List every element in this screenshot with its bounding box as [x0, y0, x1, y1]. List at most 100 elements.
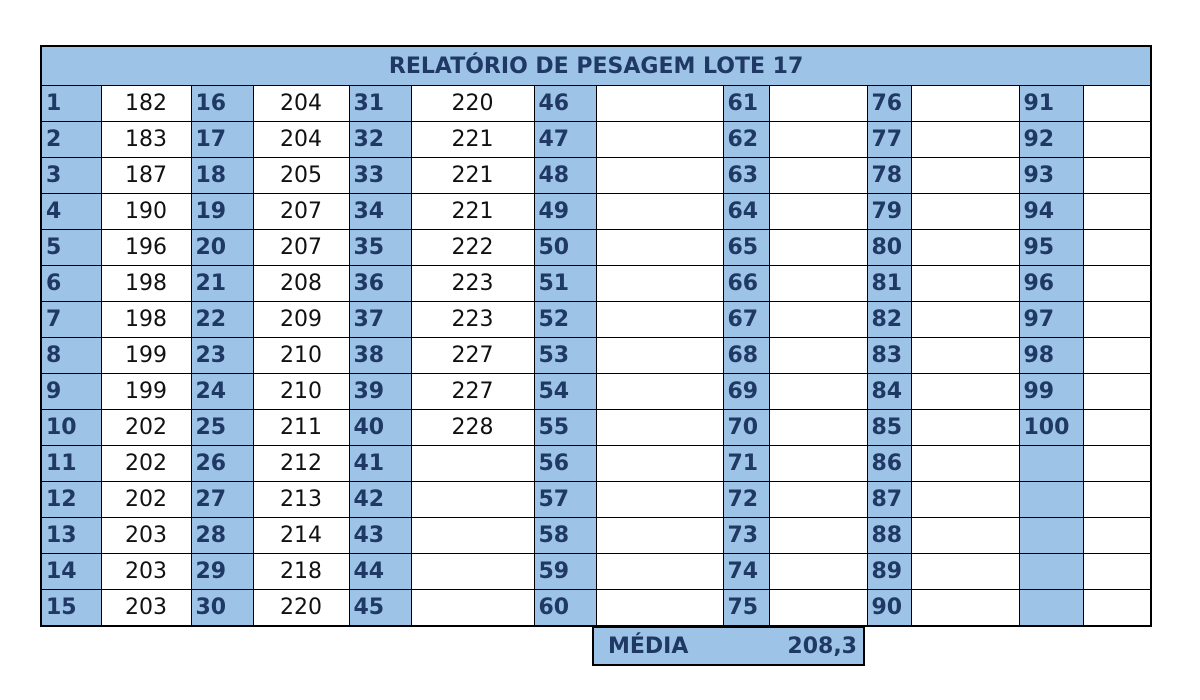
empty-cell [410, 481, 535, 518]
table-row: 4 190 19 207 34 221 49 64 79 94 [40, 193, 1152, 230]
animal-number: 61 [722, 85, 770, 122]
empty-cell [768, 409, 868, 446]
animal-number: 45 [348, 589, 412, 627]
empty-cell [595, 121, 724, 158]
empty-cell [910, 589, 1020, 627]
weight: 198 [100, 301, 192, 338]
weight: 213 [252, 481, 350, 518]
animal-number: 12 [40, 481, 102, 518]
empty-cell [595, 409, 724, 446]
weight: 227 [410, 337, 535, 374]
animal-number: 32 [348, 121, 412, 158]
empty-cell [595, 229, 724, 266]
animal-number: 27 [190, 481, 254, 518]
animal-number: 29 [190, 553, 254, 590]
animal-number: 6 [40, 265, 102, 302]
animal-number: 13 [40, 517, 102, 554]
empty-cell [1082, 229, 1152, 266]
empty-cell [410, 589, 535, 627]
weight: 210 [252, 337, 350, 374]
table-row: 6 198 21 208 36 223 51 66 81 96 [40, 265, 1152, 302]
animal-number: 90 [866, 589, 912, 627]
animal-number: 94 [1018, 193, 1084, 230]
animal-number: 1 [40, 85, 102, 122]
animal-number: 57 [533, 481, 597, 518]
animal-number: 91 [1018, 85, 1084, 122]
empty-cell [410, 445, 535, 482]
empty-cell [910, 445, 1020, 482]
empty-cell [910, 373, 1020, 410]
empty-cell [1018, 481, 1084, 518]
table-row: 15 203 30 220 45 60 75 90 [40, 589, 1152, 627]
weight: 223 [410, 265, 535, 302]
empty-cell [768, 265, 868, 302]
table-row: 14 203 29 218 44 59 74 89 [40, 553, 1152, 590]
animal-number: 14 [40, 553, 102, 590]
empty-cell [595, 193, 724, 230]
animal-number: 87 [866, 481, 912, 518]
animal-number: 72 [722, 481, 770, 518]
empty-cell [768, 373, 868, 410]
animal-number: 17 [190, 121, 254, 158]
animal-number: 46 [533, 85, 597, 122]
empty-cell [1082, 517, 1152, 554]
animal-number: 5 [40, 229, 102, 266]
empty-cell [1018, 445, 1084, 482]
average-value: 208,3 [787, 634, 857, 659]
weight: 196 [100, 229, 192, 266]
empty-cell [910, 481, 1020, 518]
empty-cell [768, 589, 868, 627]
weight: 227 [410, 373, 535, 410]
empty-cell [410, 517, 535, 554]
weight: 222 [410, 229, 535, 266]
weight: 209 [252, 301, 350, 338]
weight: 203 [100, 589, 192, 627]
animal-number: 60 [533, 589, 597, 627]
table-row: 2 183 17 204 32 221 47 62 77 92 [40, 121, 1152, 158]
weight: 207 [252, 229, 350, 266]
weight: 220 [410, 85, 535, 122]
animal-number: 40 [348, 409, 412, 446]
animal-number: 92 [1018, 121, 1084, 158]
animal-number: 75 [722, 589, 770, 627]
empty-cell [768, 445, 868, 482]
animal-number: 96 [1018, 265, 1084, 302]
animal-number: 59 [533, 553, 597, 590]
weight: 187 [100, 157, 192, 194]
empty-cell [768, 481, 868, 518]
empty-cell [910, 121, 1020, 158]
animal-number: 21 [190, 265, 254, 302]
animal-number: 71 [722, 445, 770, 482]
empty-cell [910, 409, 1020, 446]
animal-number: 89 [866, 553, 912, 590]
weight: 208 [252, 265, 350, 302]
animal-number: 84 [866, 373, 912, 410]
animal-number: 11 [40, 445, 102, 482]
table-row: 1 182 16 204 31 220 46 61 76 91 [40, 85, 1152, 122]
table-title: RELATÓRIO DE PESAGEM LOTE 17 [40, 45, 1152, 86]
empty-cell [768, 121, 868, 158]
weight: 199 [100, 337, 192, 374]
empty-cell [910, 157, 1020, 194]
animal-number: 34 [348, 193, 412, 230]
weight: 210 [252, 373, 350, 410]
empty-cell [768, 301, 868, 338]
animal-number: 26 [190, 445, 254, 482]
animal-number: 47 [533, 121, 597, 158]
animal-number: 24 [190, 373, 254, 410]
animal-number: 86 [866, 445, 912, 482]
animal-number: 42 [348, 481, 412, 518]
empty-cell [1082, 157, 1152, 194]
weight: 199 [100, 373, 192, 410]
animal-number: 81 [866, 265, 912, 302]
weight: 204 [252, 85, 350, 122]
weighing-table: RELATÓRIO DE PESAGEM LOTE 17 1 182 16 204 31 2… [40, 45, 1153, 627]
empty-cell [595, 553, 724, 590]
animal-number: 10 [40, 409, 102, 446]
empty-cell [1082, 301, 1152, 338]
animal-number: 4 [40, 193, 102, 230]
weight: 228 [410, 409, 535, 446]
empty-cell [1082, 337, 1152, 374]
animal-number: 23 [190, 337, 254, 374]
animal-number: 79 [866, 193, 912, 230]
